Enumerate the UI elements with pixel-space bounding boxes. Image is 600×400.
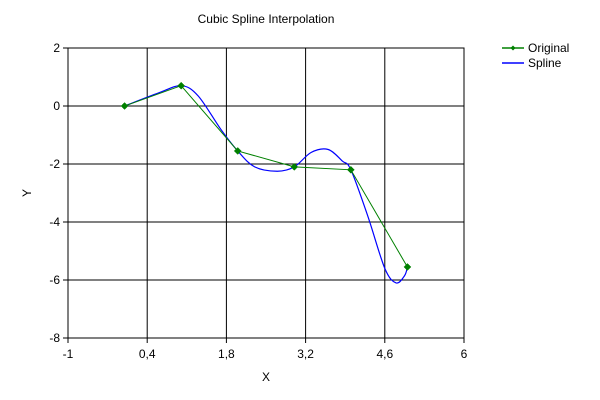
data-point-original	[290, 163, 299, 171]
x-tick-label: 3,2	[297, 347, 314, 361]
y-axis-title: Y	[20, 189, 34, 197]
data-point-original	[347, 165, 355, 174]
series-lines	[120, 81, 412, 284]
series-line-original	[124, 85, 408, 268]
y-tick-label: -6	[49, 273, 60, 287]
data-point-original	[177, 81, 185, 90]
y-tick-label: -2	[49, 157, 60, 171]
x-tick-label: 4,6	[376, 347, 393, 361]
axis-ticks: -1 0,4 1,8 3,2 4,6 6 -8 -6 -4 -2 0 2	[49, 41, 467, 361]
x-tick-label: 0,4	[139, 347, 156, 361]
chart-title: Cubic Spline Interpolation	[198, 12, 335, 26]
data-point-original	[120, 102, 129, 110]
y-tick-label: 0	[53, 99, 60, 113]
series-line-spline	[124, 85, 409, 284]
plot-area-frame	[67, 47, 465, 339]
x-tick-label: -1	[63, 347, 74, 361]
y-tick-label: 2	[53, 41, 60, 55]
legend-marker-original	[510, 45, 516, 51]
data-point-original	[403, 263, 412, 271]
x-axis-title: X	[262, 370, 270, 384]
legend-label-original: Original	[528, 41, 569, 55]
y-tick-label: -8	[49, 331, 60, 345]
x-tick-label: 1,8	[218, 347, 235, 361]
grid-lines	[68, 48, 464, 338]
x-tick-label: 6	[461, 347, 468, 361]
y-tick-label: -4	[49, 215, 60, 229]
legend-label-spline: Spline	[528, 56, 562, 70]
data-point-original	[233, 147, 242, 155]
